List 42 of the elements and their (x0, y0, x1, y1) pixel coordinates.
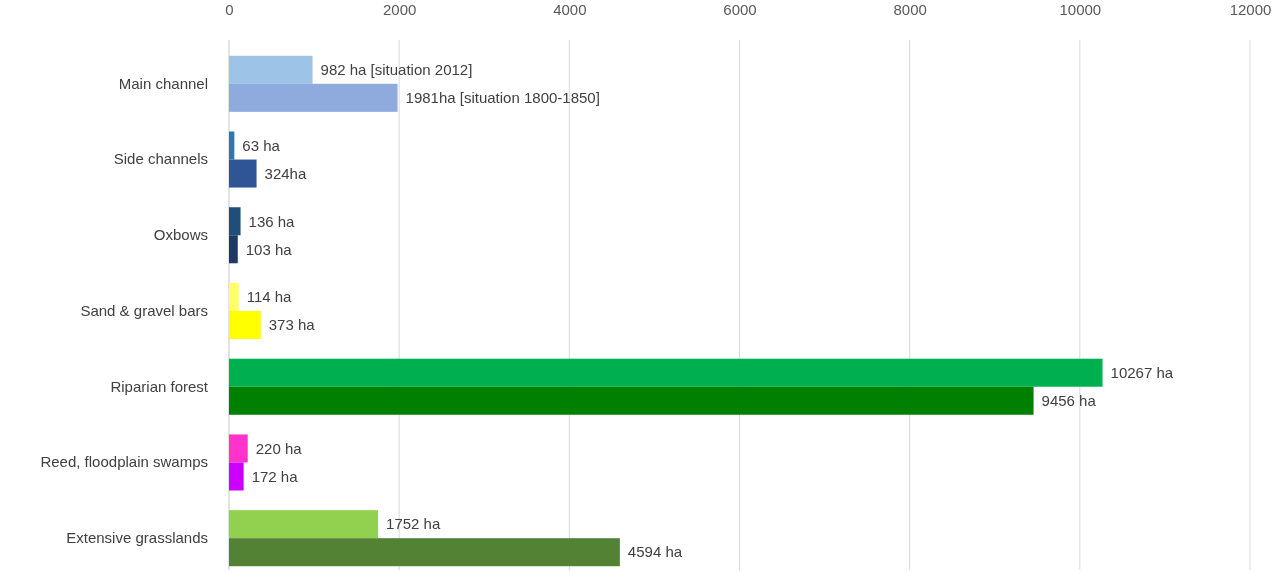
y-tick-label: Riparian forest (110, 377, 209, 395)
data-label: 172 ha (251, 467, 299, 485)
bar (229, 207, 241, 236)
data-label: 136 ha (248, 212, 296, 230)
bar (229, 386, 1034, 415)
bar (229, 434, 248, 463)
y-tick-label: Sand & gravel bars (80, 301, 208, 319)
y-tick-label: Reed, floodplain swamps (40, 453, 208, 471)
x-tick-label: 8000 (893, 1, 927, 18)
bar (229, 235, 238, 264)
bar (229, 131, 235, 160)
bar (229, 510, 379, 539)
data-label: 1752 ha (386, 515, 441, 533)
x-tick-label: 6000 (723, 1, 757, 18)
x-tick-label: 10000 (1059, 1, 1102, 18)
data-label: 114 ha (246, 288, 293, 306)
y-tick-label: Side channels (113, 150, 208, 168)
data-label: 982 ha [situation 2012] (320, 61, 473, 79)
y-tick-label: Oxbows (153, 226, 208, 244)
data-label: 103 ha (245, 240, 293, 258)
bar (229, 538, 620, 567)
data-label: 10267 ha (1110, 363, 1174, 381)
data-label: 1981ha [situation 1800-1850] (405, 89, 600, 107)
y-tick-label: Extensive grasslands (66, 528, 208, 546)
data-label: 4594 ha (627, 543, 683, 561)
bar (229, 358, 1103, 387)
x-tick-label: 0 (225, 1, 234, 18)
bar (229, 282, 239, 311)
bar (229, 55, 313, 84)
data-label: 373 ha (268, 316, 316, 334)
x-tick-label: 4000 (553, 1, 587, 18)
x-tick-label: 12000 (1229, 1, 1272, 18)
data-label: 63 ha (242, 136, 281, 154)
bar (229, 159, 257, 188)
bar (229, 462, 244, 491)
data-label: 324ha (264, 164, 307, 182)
x-tick-label: 2000 (382, 1, 417, 18)
data-label: 220 ha (255, 439, 303, 457)
data-label: 9456 ha (1041, 391, 1097, 409)
bar (229, 83, 398, 112)
y-tick-label: Main channel (118, 74, 208, 92)
bar (229, 311, 261, 340)
